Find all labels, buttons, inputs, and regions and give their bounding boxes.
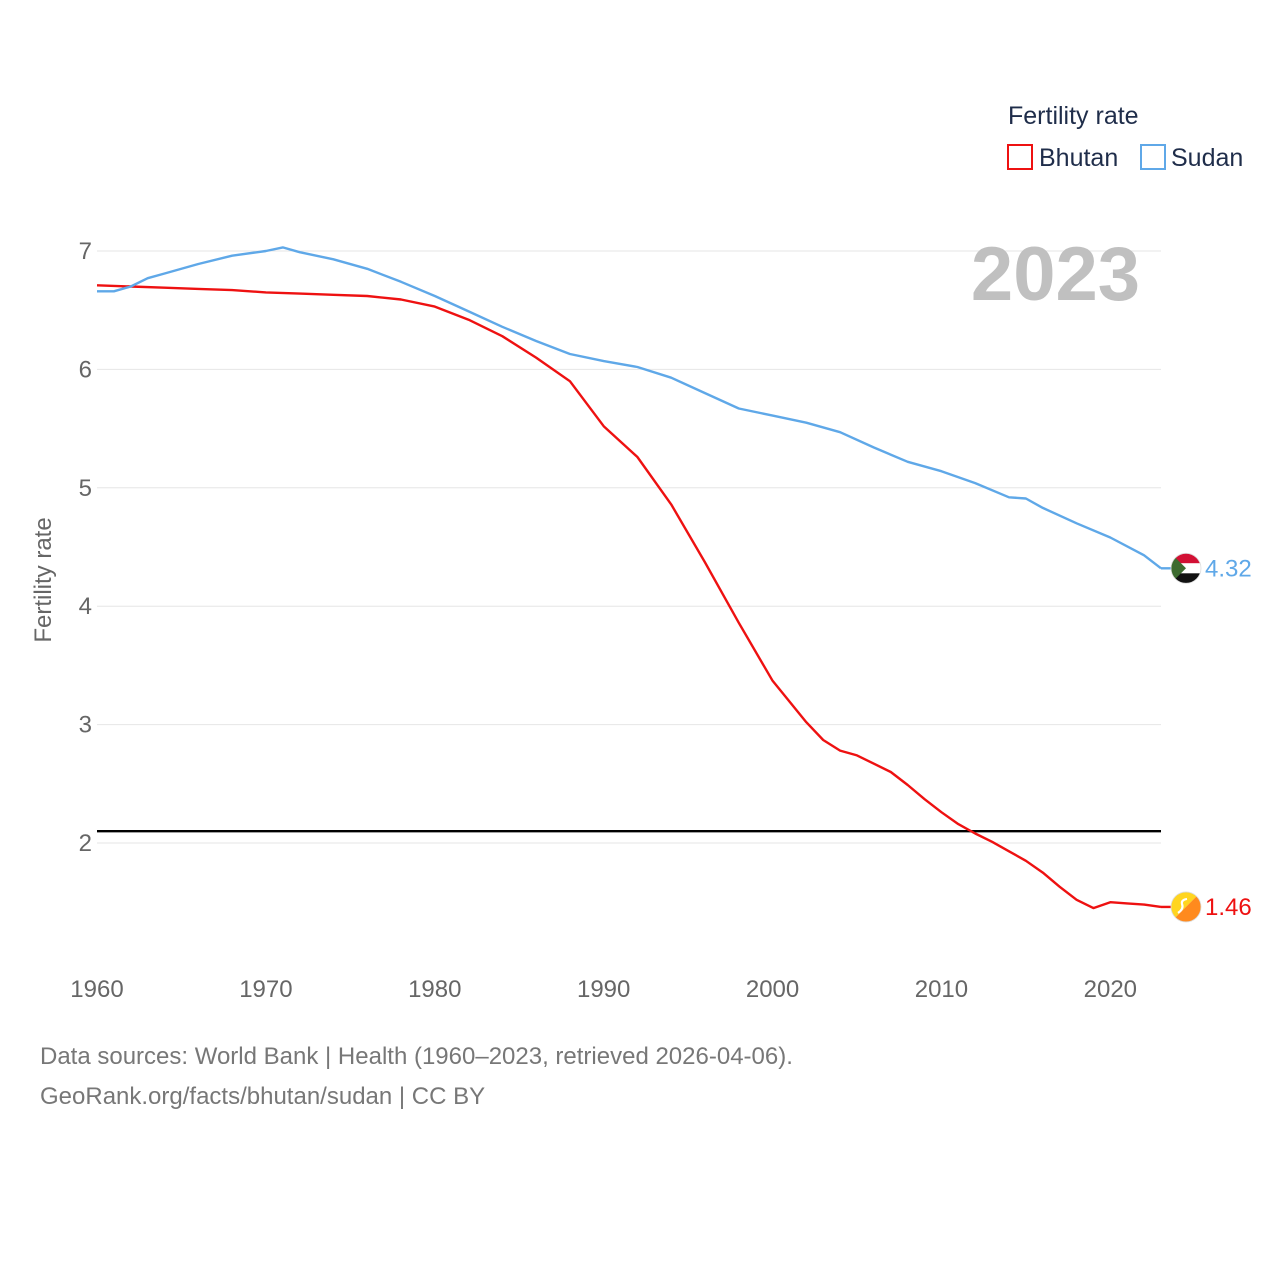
end-markers: 1.46 4.32: [1161, 552, 1252, 923]
end-value-label-bhutan: 1.46: [1205, 894, 1252, 921]
y-tick-label: 3: [79, 712, 92, 739]
y-tick-label: 6: [79, 356, 92, 383]
legend-swatch-sudan: [1140, 144, 1166, 170]
x-tick-label: 1960: [70, 976, 123, 1003]
footer-source: Data sources: World Bank | Health (1960–…: [40, 1043, 793, 1070]
sudan-flag-icon: [1170, 552, 1202, 584]
legend-label-bhutan: Bhutan: [1039, 144, 1118, 172]
series-line-bhutan: [96, 284, 1162, 910]
bhutan-flag-icon: [1170, 891, 1202, 923]
legend: Fertility rate Bhutan Sudan: [1007, 102, 1243, 172]
legend-item-sudan[interactable]: Sudan: [1140, 144, 1243, 172]
y-axis-ticks: 2 3 4 5 6 7: [79, 238, 92, 857]
end-value-label-sudan: 4.32: [1205, 555, 1252, 582]
y-tick-label: 2: [79, 830, 92, 857]
legend-swatch-bhutan: [1007, 144, 1033, 170]
gridlines: [97, 250, 1161, 844]
legend-label-sudan: Sudan: [1171, 144, 1243, 172]
y-tick-label: 7: [79, 238, 92, 265]
x-tick-label: 1990: [577, 976, 630, 1003]
x-tick-label: 1980: [408, 976, 461, 1003]
x-axis-ticks: 1960 1970 1980 1990 2000 2010 2020: [70, 976, 1137, 1003]
y-tick-label: 4: [79, 593, 92, 620]
footer-credit: GeoRank.org/facts/bhutan/sudan | CC BY: [40, 1083, 486, 1110]
y-tick-label: 5: [79, 475, 92, 502]
year-label: 2023: [971, 232, 1140, 317]
x-tick-label: 1970: [239, 976, 292, 1003]
series-line-sudan: [97, 246, 1162, 570]
y-axis-label: Fertility rate: [30, 517, 57, 642]
legend-item-bhutan[interactable]: Bhutan: [1007, 144, 1118, 172]
x-tick-label: 2000: [746, 976, 799, 1003]
legend-title: Fertility rate: [1008, 102, 1139, 130]
x-tick-label: 2010: [915, 976, 968, 1003]
x-tick-label: 2020: [1084, 976, 1137, 1003]
series-lines: [96, 246, 1162, 910]
